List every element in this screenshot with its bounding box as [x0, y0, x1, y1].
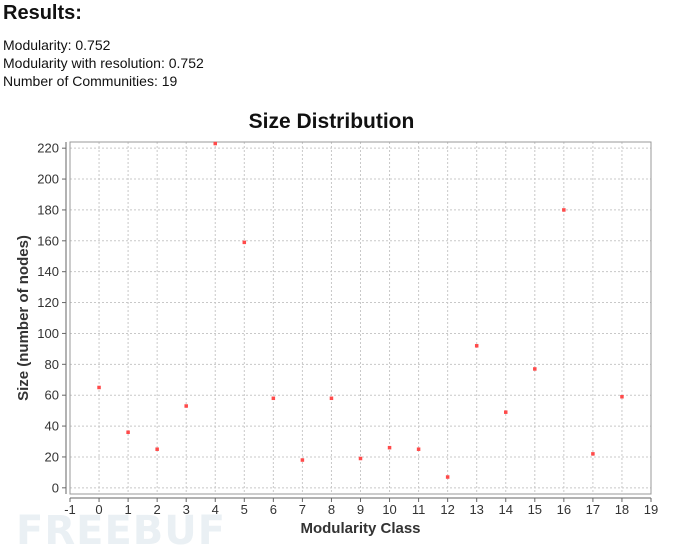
x-tick-label: 2 — [154, 502, 161, 517]
x-tick-label: 9 — [357, 502, 364, 517]
x-tick-label: 17 — [586, 502, 600, 517]
x-tick-label: 14 — [499, 502, 513, 517]
y-tick-label: 40 — [45, 419, 59, 434]
y-axis-label: Size (number of nodes) — [15, 235, 32, 401]
x-tick-label: 0 — [95, 502, 102, 517]
results-stats: Modularity: 0.752 Modularity with resolu… — [3, 36, 204, 90]
x-tick-label: 5 — [241, 502, 248, 517]
y-tick-label: 220 — [37, 141, 59, 156]
results-heading: Results: — [3, 2, 82, 24]
data-point — [155, 447, 159, 451]
data-point — [562, 208, 566, 212]
data-point — [533, 367, 537, 371]
data-point — [242, 240, 247, 245]
modularity-resolution-stat: Modularity with resolution: 0.752 — [3, 55, 204, 71]
plot-border — [69, 141, 652, 495]
data-point — [591, 452, 595, 456]
x-tick-label: 11 — [412, 502, 426, 517]
x-tick-label: -1 — [64, 502, 76, 517]
y-tick-label: 180 — [37, 202, 59, 217]
data-point — [126, 430, 130, 434]
data-point — [213, 141, 217, 146]
y-tick-label: 200 — [37, 172, 59, 187]
data-point — [620, 394, 624, 399]
x-tick-label: 13 — [469, 502, 483, 517]
watermark-logo: FREEBUF — [16, 508, 227, 554]
y-tick-label: 120 — [37, 295, 59, 310]
modularity-stat: Modularity: 0.752 — [3, 37, 111, 53]
x-axis-label: Modularity Class — [300, 520, 420, 537]
x-tick-label: 18 — [615, 502, 629, 517]
y-tick-label: 20 — [45, 449, 59, 464]
data-point — [416, 447, 421, 451]
communities-stat: Number of Communities: 19 — [3, 73, 178, 89]
y-tick-label: 100 — [37, 326, 59, 341]
data-point — [358, 456, 363, 461]
x-tick-label: 10 — [382, 502, 396, 517]
data-point — [504, 410, 508, 414]
x-tick-label: 19 — [644, 502, 658, 517]
x-tick-label: 12 — [440, 502, 454, 517]
chart-title: Size Distribution — [249, 110, 415, 133]
y-tick-label: 140 — [37, 264, 59, 279]
data-point — [97, 385, 101, 390]
y-tick-label: 0 — [52, 480, 59, 495]
data-point — [474, 344, 479, 348]
y-tick-label: 80 — [45, 357, 59, 372]
data-point — [387, 445, 392, 450]
x-tick-label: 8 — [328, 502, 335, 517]
x-tick-label: 7 — [299, 502, 306, 517]
x-tick-label: 6 — [270, 502, 277, 517]
y-tick-label: 160 — [37, 233, 59, 248]
x-tick-label: 4 — [212, 502, 219, 517]
y-tick-label: 60 — [45, 388, 59, 403]
x-tick-label: 15 — [528, 502, 542, 517]
x-tick-label: 3 — [183, 502, 190, 517]
data-point — [329, 396, 334, 401]
data-point — [300, 458, 305, 462]
data-point — [184, 404, 188, 408]
x-tick-label: 1 — [124, 502, 131, 517]
x-tick-label: 16 — [557, 502, 571, 517]
data-point — [271, 396, 276, 401]
data-point — [445, 475, 450, 479]
